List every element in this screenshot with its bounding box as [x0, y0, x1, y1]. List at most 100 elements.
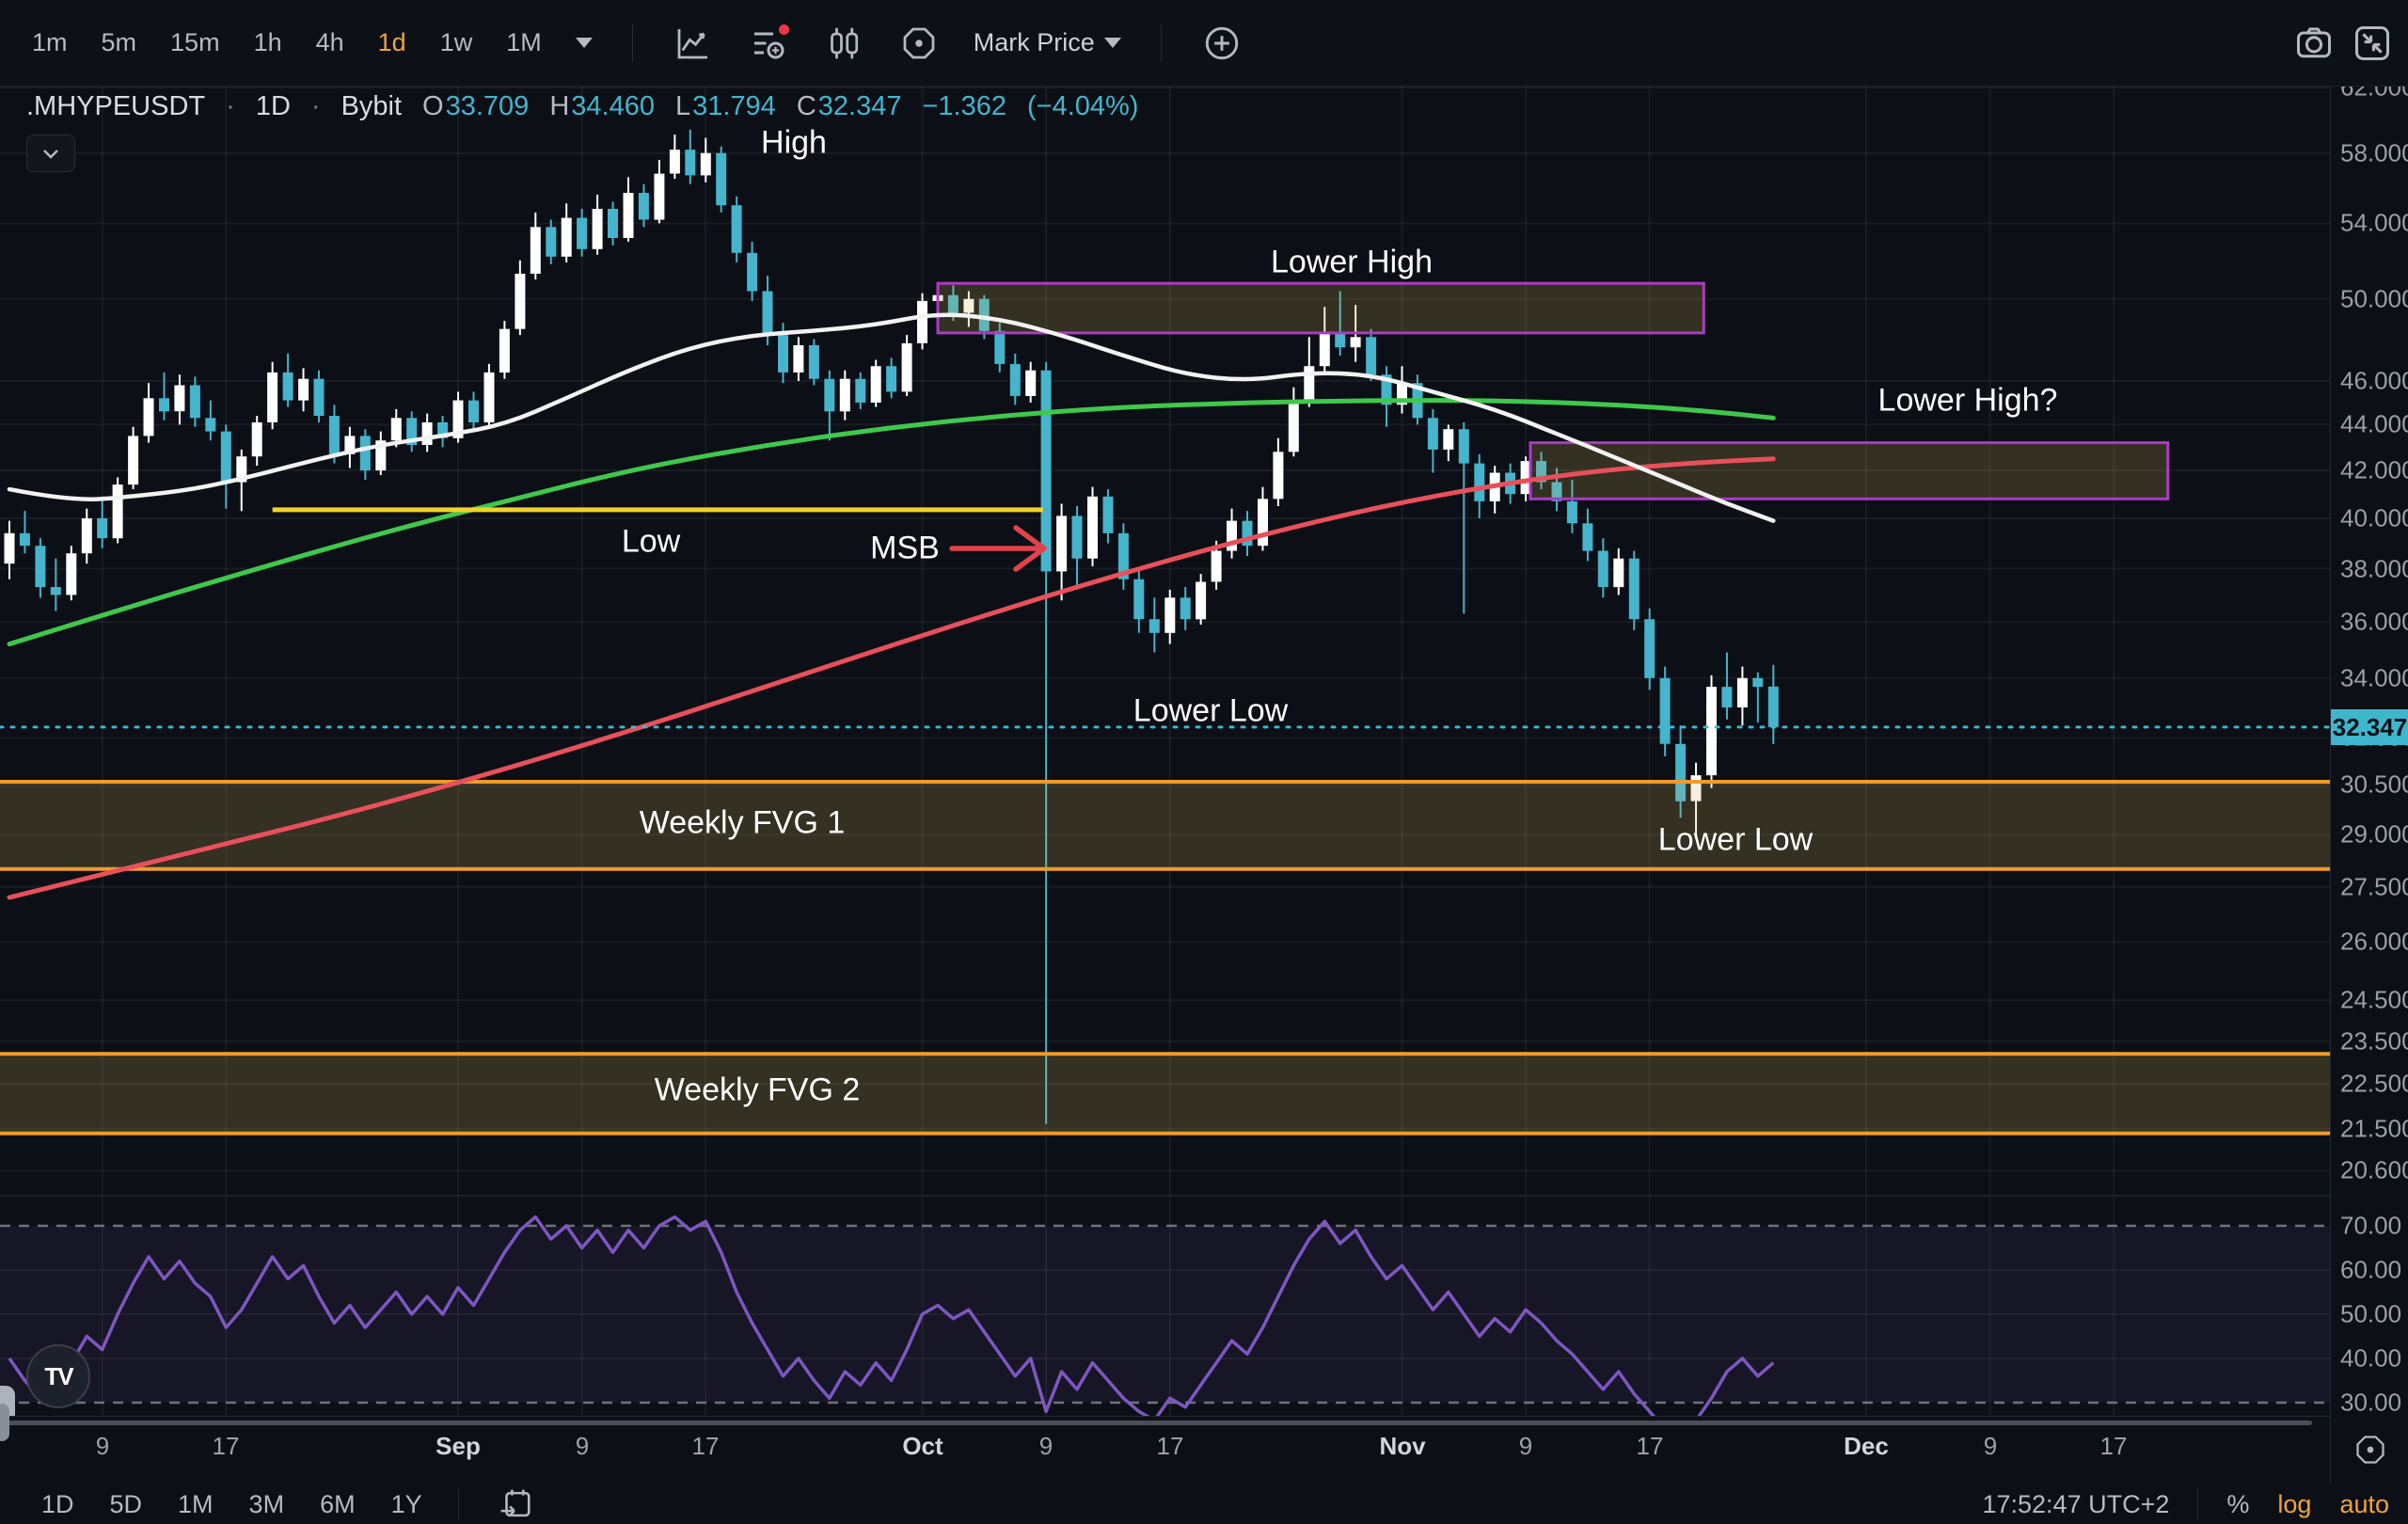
price-axis-label: 38.000	[2340, 554, 2408, 583]
range-1m[interactable]: 1M	[178, 1489, 214, 1518]
time-axis-label: 17	[1156, 1432, 1184, 1460]
ma-slow-red	[7, 456, 1776, 900]
interval-4h[interactable]: 4h	[315, 28, 344, 56]
annotation-msb[interactable]: MSB	[870, 530, 940, 566]
rsi-axis-label: 40.00	[2340, 1343, 2402, 1373]
price-axis-label: 21.500	[2340, 1114, 2408, 1143]
annotation-weekly-fvg-2[interactable]: Weekly FVG 2	[654, 1072, 861, 1108]
range-3m[interactable]: 3M	[248, 1489, 285, 1518]
toolbar-separator	[457, 1488, 459, 1520]
rsi-panel	[0, 1214, 2330, 1416]
mark-price-label: Mark Price	[973, 28, 1095, 56]
time-axis-label: 17	[691, 1432, 720, 1460]
goto-date-icon[interactable]	[495, 1484, 536, 1524]
chart-canvas[interactable]	[0, 86, 2330, 1416]
rsi-axis-label: 50.00	[2340, 1299, 2402, 1328]
clock[interactable]: 17:52:47 UTC+2	[1982, 1490, 2169, 1519]
chart-area[interactable]: .MHYPEUSDT · 1D · Bybit O 33.709 H 34.46…	[0, 86, 2330, 1440]
annotation-low[interactable]: Low	[621, 523, 681, 560]
interval-1h[interactable]: 1h	[253, 28, 282, 56]
symbol-name[interactable]: .MHYPEUSDT	[26, 91, 206, 121]
tradingview-logo[interactable]: TV	[26, 1344, 90, 1408]
percent-scale-button[interactable]: %	[2226, 1489, 2250, 1518]
time-axis-label: 9	[1518, 1432, 1533, 1460]
interval-group: 1m 5m 15m 1h 4h 1d 1w 1M	[0, 23, 1243, 64]
interval-5m[interactable]: 5m	[101, 28, 137, 56]
range-1y[interactable]: 1Y	[390, 1489, 422, 1518]
ohlc-low: L 31.794	[675, 91, 776, 122]
interval-1d-active[interactable]: 1d	[377, 28, 406, 56]
scrollbar-handle[interactable]	[0, 1404, 9, 1441]
add-compare-icon[interactable]	[1201, 23, 1243, 64]
candles-icon[interactable]	[823, 23, 864, 64]
annotation-lower-low[interactable]: Lower Low	[1133, 692, 1289, 729]
rsi-axis-label: 60.00	[2340, 1255, 2402, 1284]
interval-dropdown-caret[interactable]	[575, 38, 593, 48]
symbol-legend[interactable]: .MHYPEUSDT · 1D · Bybit O 33.709 H 34.46…	[26, 91, 1138, 122]
settings-icon[interactable]	[898, 23, 940, 64]
clock-timezone: UTC+2	[2088, 1489, 2170, 1518]
current-price-badge: 32.347	[2331, 709, 2408, 745]
time-axis-label: 9	[95, 1432, 110, 1460]
interval-1m[interactable]: 1m	[32, 28, 68, 56]
symbol-exchange: Bybit	[341, 91, 403, 121]
range-1d[interactable]: 1D	[41, 1489, 74, 1518]
price-axis-label: 54.000	[2340, 208, 2408, 237]
legend-separator: ·	[310, 91, 321, 121]
interval-1M[interactable]: 1M	[506, 28, 542, 56]
price-axis-label: 58.000	[2340, 138, 2408, 167]
interval-15m[interactable]: 15m	[170, 28, 220, 56]
collapse-icon[interactable]	[2352, 23, 2393, 64]
ma-fast-white	[7, 312, 1776, 523]
time-axis[interactable]: 9 17 Sep 9 17 Oct 9 17 Nov 9 17 Dec 9 17	[0, 1404, 2330, 1485]
range-6m[interactable]: 6M	[320, 1489, 356, 1518]
annotation-lower-high-[interactable]: Lower High?	[1877, 382, 2058, 419]
time-axis-label: 17	[1636, 1432, 1664, 1460]
annotation-lower-high[interactable]: Lower High	[1271, 244, 1433, 280]
moving-averages	[7, 312, 1776, 900]
toolbar-separator	[631, 24, 633, 62]
range-5d[interactable]: 5D	[109, 1489, 143, 1518]
price-axis[interactable]: 32.347 62.000 58.000 54.000 50.000 46.000 44.…	[2330, 73, 2408, 1484]
open-letter: O	[422, 91, 444, 121]
price-axis-label: 26.000	[2340, 927, 2408, 956]
ohlc-open: O 33.709	[422, 91, 529, 122]
camera-icon[interactable]	[2293, 23, 2335, 64]
ma-mid-green	[7, 398, 1776, 647]
interval-1w[interactable]: 1w	[439, 28, 473, 56]
scale-controls: 17:52:47 UTC+2 % log auto	[1982, 1488, 2408, 1520]
rsi-axis-label: 70.00	[2340, 1211, 2402, 1240]
annotation-lower-low[interactable]: Lower Low	[1657, 821, 1814, 858]
annotation-high[interactable]: High	[761, 124, 827, 161]
grid-lines	[0, 86, 2330, 1416]
log-scale-button[interactable]: log	[2277, 1489, 2312, 1518]
axis-settings-icon[interactable]	[2353, 1433, 2387, 1471]
time-axis-label-month: Nov	[1379, 1432, 1426, 1460]
annotation-weekly-fvg-1[interactable]: Weekly FVG 1	[639, 804, 846, 841]
pane-divider[interactable]	[0, 1195, 2330, 1197]
msb-arrow	[949, 525, 1047, 572]
time-scrollbar[interactable]	[0, 1421, 2312, 1425]
weekly-fvg-2	[0, 1054, 2330, 1134]
toolbar-separator	[2197, 1488, 2199, 1520]
weekly-fvg-1	[0, 782, 2330, 869]
toolbar-separator	[1160, 24, 1162, 62]
price-axis-label: 46.000	[2340, 366, 2408, 395]
time-axis-label: 9	[575, 1432, 590, 1460]
indicators-icon[interactable]	[748, 23, 789, 64]
toolbar-right-group	[2293, 23, 2408, 64]
change-percent: (−4.04%)	[1026, 91, 1139, 121]
time-axis-label: 9	[1038, 1432, 1054, 1460]
price-axis-label: 40.000	[2340, 503, 2408, 532]
time-axis-label-month: Dec	[1844, 1432, 1889, 1460]
time-axis-label: 9	[1983, 1432, 1998, 1460]
legend-collapse-button[interactable]	[26, 135, 75, 172]
auto-scale-button[interactable]: auto	[2339, 1489, 2389, 1518]
mark-price-dropdown[interactable]: Mark Price	[974, 28, 1121, 57]
time-axis-label: 17	[2099, 1432, 2128, 1460]
clock-time: 17:52:47	[1982, 1489, 2082, 1518]
open-value: 33.709	[445, 91, 530, 121]
candles	[4, 129, 1779, 1124]
price-axis-label: 36.000	[2340, 607, 2408, 636]
chart-style-icon[interactable]	[673, 23, 714, 64]
